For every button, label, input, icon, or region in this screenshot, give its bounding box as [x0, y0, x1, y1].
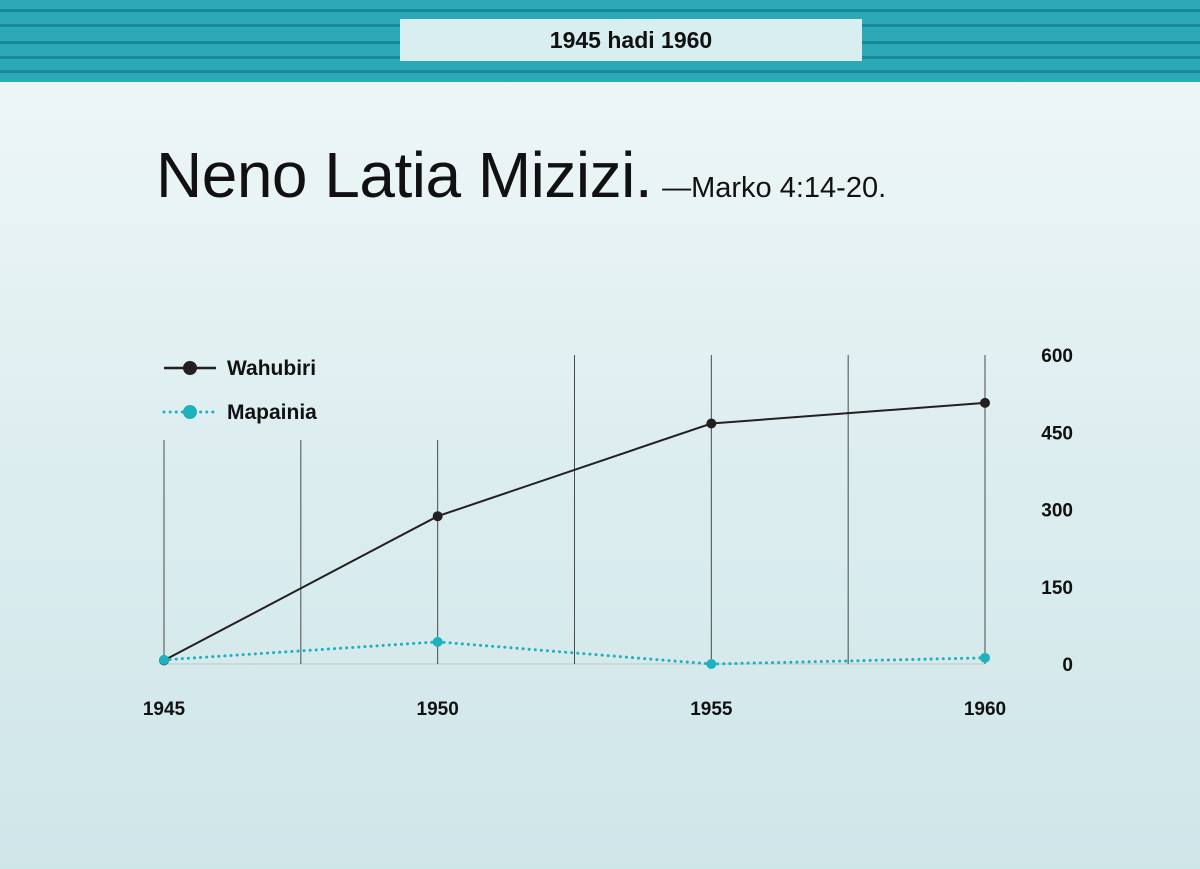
legend-marker-wahubiri	[183, 361, 197, 375]
y-tick-label: 600	[1041, 346, 1073, 367]
legend-label-mapainia: Mapainia	[227, 401, 317, 424]
data-point-wahubiri	[432, 511, 443, 522]
data-point-mapainia	[432, 636, 443, 647]
chart-legend: Wahubiri Mapainia	[162, 357, 317, 424]
title-main: Neno Latia Mizizi.	[156, 139, 653, 211]
legend-label-wahubiri: Wahubiri	[227, 357, 316, 380]
y-tick-label: 300	[1041, 501, 1073, 522]
series-line-wahubiri	[163, 401, 986, 662]
slide-title: Neno Latia Mizizi. —Marko 4:14-20.	[156, 138, 886, 212]
data-point-wahubiri	[706, 418, 717, 429]
y-tick-label: 150	[1041, 578, 1073, 599]
banner-label: 1945 hadi 1960	[400, 19, 862, 61]
x-tick-label: 1960	[964, 699, 1006, 720]
header-banner: 1945 hadi 1960	[0, 0, 1200, 82]
y-tick-label: 0	[1062, 655, 1073, 676]
data-point-mapainia	[159, 654, 169, 665]
banner-stripe	[0, 70, 1200, 73]
y-tick-label: 450	[1041, 423, 1073, 444]
title-reference: —Marko 4:14-20.	[662, 172, 887, 204]
banner-stripe	[0, 9, 1200, 12]
data-point-wahubiri	[980, 397, 990, 408]
chart-series	[159, 397, 990, 669]
x-tick-label: 1950	[417, 699, 459, 720]
legend-marker-mapainia	[183, 405, 197, 419]
axis-labels: 1945 1950 1955 1960 0 150 300 450 600	[143, 346, 1073, 720]
data-point-mapainia	[980, 652, 990, 663]
x-tick-label: 1945	[143, 699, 186, 720]
x-tick-label: 1955	[690, 699, 733, 720]
grid-lines	[163, 355, 986, 665]
data-point-mapainia	[706, 659, 717, 669]
